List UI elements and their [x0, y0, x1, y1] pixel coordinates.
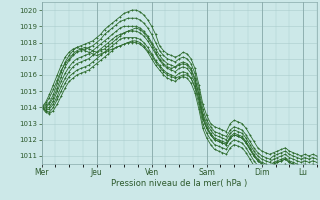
- X-axis label: Pression niveau de la mer( hPa ): Pression niveau de la mer( hPa ): [111, 179, 247, 188]
